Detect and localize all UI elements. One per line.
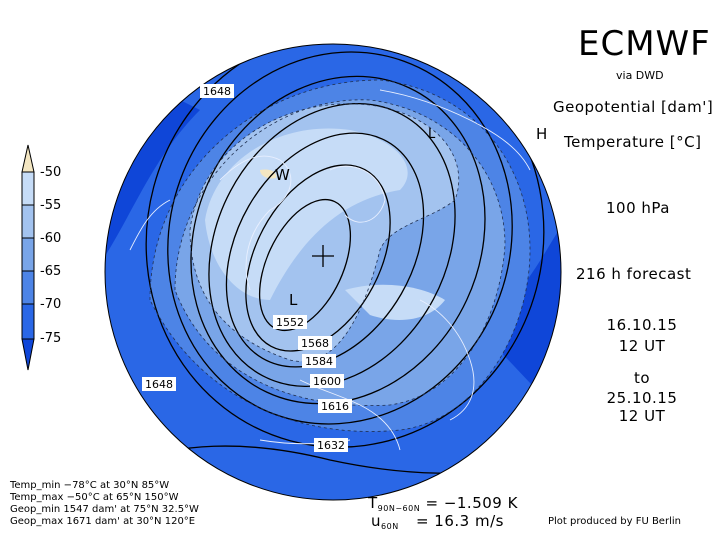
legend-label: -75 [40,331,62,346]
pole-marker [312,245,334,267]
legend-label: -50 [40,165,62,180]
t-index: T90N−60N = −1.509 K [368,494,518,513]
legend-swatch [21,270,35,305]
legend-label: -65 [40,264,62,279]
geop-max: Geop_max 1671 dam' at 30°N 120°E [10,516,196,527]
geop-min: Geop_min 1547 dam' at 75°N 32.5°W [10,504,199,515]
temp-max: Temp_max −50°C at 65°N 150°W [10,492,179,503]
legend-swatch [21,204,35,239]
u-index-label: u [371,512,382,530]
centre-letters: L W H L [275,125,547,309]
u-index: u60N = 16.3 m/s [371,512,504,531]
temperature-legend [21,144,35,371]
legend-top-arrow [21,144,35,173]
contour-label: 1616 [321,400,349,413]
contour-label: 1600 [313,375,341,388]
credit: Plot produced by FU Berlin [548,516,681,527]
end-time: 12 UT [618,407,666,425]
temperature-fill [105,44,561,500]
start-time: 12 UT [618,337,666,355]
low-marker-2: L [428,127,436,142]
contour-label-group: 1648 1552 1568 1584 1600 1616 1632 1648 [142,84,352,452]
t-index-value: = −1.509 K [425,494,518,512]
legend-label: -70 [40,297,62,312]
forecast-hours: 216 h forecast [576,265,692,283]
t-index-sub: 90N−60N [377,504,421,513]
temp-min: Temp_min −78°C at 30°N 85°W [10,480,170,491]
low-marker: L [289,291,298,309]
legend-swatch [21,303,35,340]
t-index-label: T [368,494,378,512]
stats-block: Temp_min −78°C at 30°N 85°W Temp_max −50… [10,480,199,528]
contour-label: 1552 [276,316,304,329]
contour-label: 1568 [301,337,329,350]
legend-bottom-arrow [21,338,35,371]
legend-swatch [21,237,35,272]
geopotential-contours [119,44,561,474]
pressure-level: 100 hPa [606,199,670,217]
u-index-sub: 60N [381,522,399,531]
end-date: 25.10.15 [606,389,678,407]
legend-label: -55 [40,198,62,213]
legend-swatch [21,171,35,206]
start-date: 16.10.15 [606,316,678,334]
to-label: to [633,369,651,387]
contour-label: 1648 [203,85,231,98]
subtitle: via DWD [616,69,664,82]
isotherms [149,79,531,432]
map-border [104,43,562,501]
u-index-value: = 16.3 m/s [415,512,504,530]
warm-marker: W [275,166,290,184]
high-marker: H [536,125,547,143]
geopotential-label: Geopotential [dam'] [553,98,714,116]
contour-label: 1584 [305,355,333,368]
page-title: ECMWF [578,24,711,64]
legend-label: -60 [40,231,62,246]
temperature-label: Temperature [°C] [564,133,702,151]
contour-label: 1632 [317,439,345,452]
contour-label: 1648 [145,378,173,391]
